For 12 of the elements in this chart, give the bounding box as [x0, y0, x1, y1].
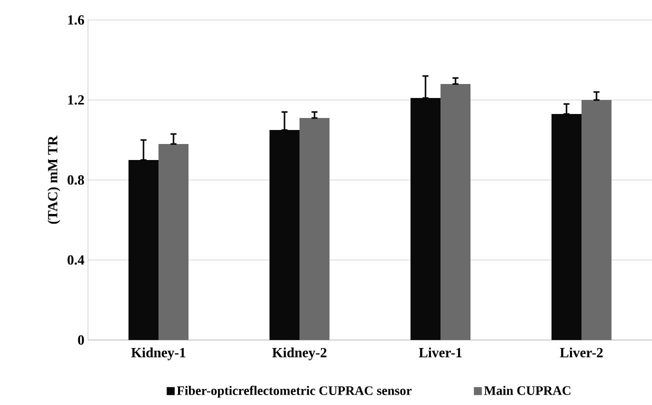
x-tick-label: Liver-1	[418, 348, 462, 358]
y-tick-label: 1.6	[68, 15, 84, 25]
x-tick-label: Kidney-1	[131, 348, 186, 360]
legend-label: Fiber-opticreflectometric CUPRAC sensor	[176, 386, 412, 398]
y-tick-label: 1.2	[68, 95, 84, 105]
y-tick-label: 0.8	[68, 175, 84, 185]
x-tick-label: Liver-2	[560, 348, 603, 358]
y-axis-title: (TAC) mM TR	[48, 135, 60, 224]
x-tick-label: Kidney-2	[272, 348, 326, 360]
legend-label: Main CUPRAC	[484, 386, 570, 395]
y-tick-label: 0	[78, 335, 84, 345]
y-tick-label: 0.4	[68, 255, 84, 265]
